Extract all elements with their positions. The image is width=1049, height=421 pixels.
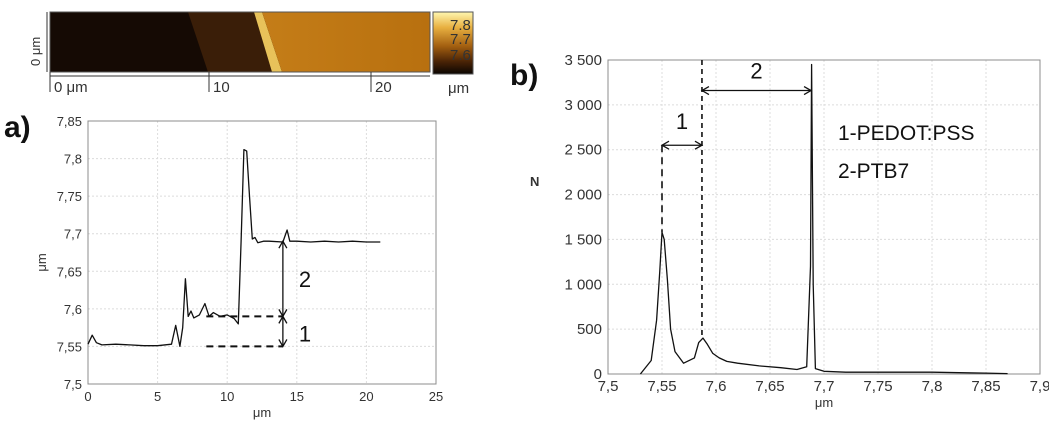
- afm-y-tick: 0 μm: [28, 37, 43, 66]
- y-axis-label: N: [530, 174, 539, 189]
- legend-entry-1: 1-PEDOT:PSS: [838, 122, 975, 145]
- annotation-label-1: 1: [676, 109, 688, 134]
- y-axis-label: μm: [34, 253, 49, 271]
- afm-colorbar: [432, 11, 474, 75]
- colorbar-tick-78: 7.8: [450, 17, 471, 34]
- legend-entry-2: 2-PTB7: [838, 160, 909, 183]
- y-tick-label: 1 500: [564, 231, 602, 248]
- x-tick-label: 5: [154, 389, 161, 404]
- y-tick-label: 2 000: [564, 187, 602, 204]
- annotation-arrow-1-head-bottom: [278, 339, 288, 348]
- afm-bright-edge: [254, 12, 282, 72]
- x-axis-label: μm: [815, 395, 833, 410]
- annotation-arrow-1-head-top: [278, 315, 288, 324]
- y-tick-label: 7,5: [64, 377, 82, 392]
- panel-label-b: b): [510, 59, 538, 92]
- x-tick-label: 7,9: [1030, 378, 1049, 395]
- annotation-label-2: 2: [299, 267, 311, 292]
- annotation-arrow-2-head-left: [700, 85, 710, 96]
- chart-a: 0 5 10 15 20 25 7,5 7,55 7,6 7,65 7,7 7,75 7,8 7,85 μm…: [34, 114, 443, 420]
- y-tick-label: 7,7: [64, 227, 82, 242]
- annotation-arrow-1-head-right: [694, 140, 704, 150]
- chart-b: 7,5 7,55 7,6 7,65 7,7 7,75 7,8 7,85 7,9 0 500 1 000…: [530, 52, 1049, 410]
- afm-x-tick-0: 0 μm: [54, 79, 88, 96]
- afm-bright-region: [262, 12, 430, 72]
- y-tick-label: 7,75: [57, 189, 82, 204]
- x-tick-label: 10: [220, 389, 234, 404]
- y-tick-label: 0: [594, 366, 602, 383]
- series-line: [639, 63, 1008, 375]
- colorbar-unit: μm: [448, 80, 469, 97]
- x-tick-label: 25: [429, 389, 443, 404]
- plot-frame: [607, 59, 1041, 375]
- y-tick-label: 7,85: [57, 114, 82, 129]
- y-tick-label: 7,6: [64, 302, 82, 317]
- annotation-label-2: 2: [750, 59, 762, 84]
- annotation-label-1: 1: [299, 321, 311, 346]
- colorbar-tick-76: 7.6: [450, 47, 471, 64]
- annotation-arrow-2-head-top: [278, 239, 288, 249]
- afm-frame: [49, 11, 431, 73]
- x-tick-label: 7,55: [647, 378, 676, 395]
- afm-image: 0 μm 0 μm 10 20 7.8 7.7 7.6 μm: [28, 11, 474, 97]
- y-tick-label: 500: [577, 321, 602, 338]
- afm-x-tick-20: 20: [375, 79, 392, 96]
- x-tick-label: 0: [84, 389, 91, 404]
- afm-step-region: [188, 12, 272, 72]
- x-tick-label: 7,65: [755, 378, 784, 395]
- panel-label-a: a): [4, 111, 31, 144]
- annotation-arrow-2-head-right: [803, 85, 813, 96]
- y-tick-label: 7,55: [57, 339, 82, 354]
- y-tick-label: 3 000: [564, 97, 602, 114]
- x-tick-label: 7,6: [706, 378, 727, 395]
- x-tick-label: 7,7: [814, 378, 835, 395]
- y-tick-label: 7,8: [64, 152, 82, 167]
- plot-frame: [87, 120, 437, 385]
- y-tick-label: 3 500: [564, 52, 602, 69]
- y-tick-label: 1 000: [564, 276, 602, 293]
- x-tick-label: 20: [359, 389, 373, 404]
- y-tick-label: 7,65: [57, 264, 82, 279]
- x-tick-label: 7,85: [971, 378, 1000, 395]
- x-tick-label: 7,5: [598, 378, 619, 395]
- colorbar-tick-77: 7.7: [450, 31, 471, 48]
- afm-x-tick-10: 10: [213, 79, 230, 96]
- y-tick-label: 2 500: [564, 142, 602, 159]
- x-axis-label: μm: [253, 405, 271, 420]
- x-tick-label: 7,75: [863, 378, 892, 395]
- x-tick-label: 15: [290, 389, 304, 404]
- annotation-arrow-1-head-left: [660, 140, 670, 150]
- x-tick-label: 7,8: [922, 378, 943, 395]
